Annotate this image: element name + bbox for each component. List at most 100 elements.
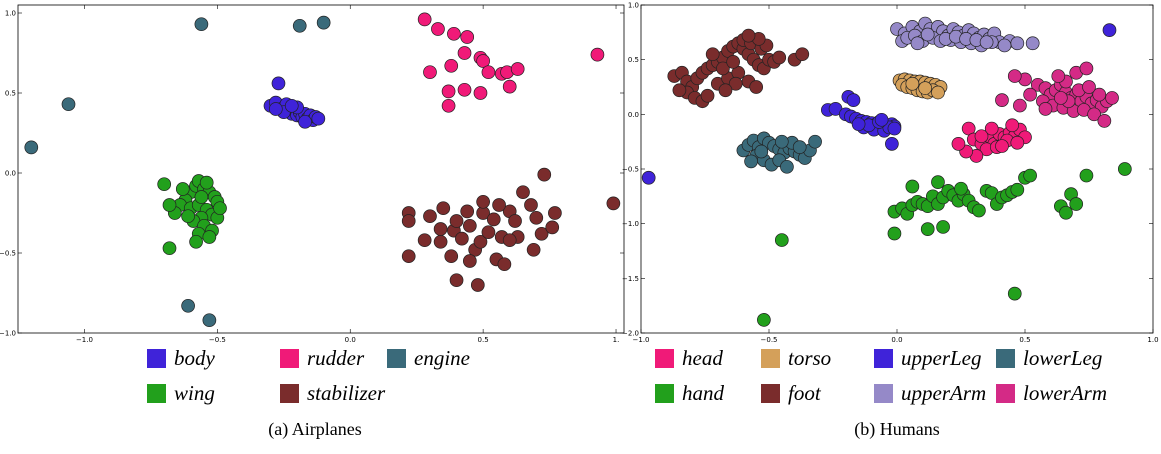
panel-caption: (b) Humans — [854, 419, 939, 440]
data-point-rudder — [457, 82, 472, 97]
data-point-upper-arm — [1010, 36, 1025, 51]
data-point-foot — [705, 47, 720, 62]
data-point-lower-arm — [1079, 61, 1094, 76]
data-point-hand — [1010, 182, 1025, 197]
y-tick-label: −1.0 — [0, 330, 16, 338]
x-tick-label: 0.0 — [345, 336, 356, 344]
data-point-rudder — [510, 62, 525, 76]
data-point-foot — [716, 61, 730, 76]
data-point-lower-arm — [1023, 87, 1037, 102]
data-point-rudder — [441, 84, 456, 99]
data-point-stabilizer — [606, 196, 621, 211]
y-tick-label: −0.5 — [622, 166, 639, 174]
data-point-foot — [772, 50, 787, 65]
data-point-lower-arm — [1082, 80, 1096, 94]
data-point-wing — [181, 209, 195, 224]
data-point-upper-arm — [997, 38, 1012, 53]
data-point-stabilizer — [502, 233, 517, 248]
y-tick-label: −1.0 — [622, 220, 639, 228]
data-point-hand — [1069, 197, 1084, 211]
data-point-lower-leg — [808, 134, 822, 149]
legend-label-head: head — [682, 346, 723, 370]
legend-label-rudder: rudder — [307, 346, 365, 370]
data-point-wing — [189, 234, 203, 249]
data-point-wing — [194, 190, 209, 204]
x-tick-label: 0.0 — [891, 336, 902, 344]
series-head — [951, 118, 1032, 163]
series-hand — [757, 162, 1132, 327]
data-point-rudder — [460, 30, 475, 44]
x-tick-label: 1. — [613, 336, 620, 344]
data-point-upper-leg — [641, 170, 656, 185]
data-point-stabilizer — [470, 278, 485, 292]
data-point-stabilizer — [433, 222, 448, 236]
data-point-rudder — [431, 22, 445, 36]
data-point-upper-leg — [851, 117, 866, 132]
data-point-head — [1010, 135, 1025, 150]
data-point-foot — [700, 88, 715, 103]
legend-swatch-lower-arm — [996, 384, 1015, 403]
data-point-wing — [199, 175, 214, 190]
data-point-hand — [1023, 168, 1037, 183]
data-point-stabilizer — [537, 167, 552, 182]
data-point-stabilizer — [476, 194, 490, 209]
data-point-hand — [972, 203, 986, 218]
data-point-rudder — [417, 12, 432, 27]
data-point-rudder — [473, 86, 488, 100]
data-point-foot — [718, 83, 733, 98]
x-tick-label: −1.0 — [76, 336, 93, 344]
data-point-lower-arm — [1053, 91, 1068, 105]
data-point-hand — [920, 222, 935, 236]
data-point-hand — [757, 313, 771, 327]
x-tick-label: −1.0 — [633, 336, 650, 344]
data-point-hand — [1117, 162, 1132, 176]
legend-swatch-upper-arm — [874, 384, 893, 403]
data-point-body — [298, 114, 312, 129]
data-point-hand — [905, 179, 920, 194]
data-point-hand — [887, 226, 902, 241]
data-point-stabilizer — [449, 214, 464, 228]
series-torso — [892, 72, 948, 100]
data-point-rudder — [502, 79, 517, 94]
data-point-upper-arm — [910, 36, 925, 51]
data-point-lower-arm — [1105, 91, 1119, 105]
data-point-wing — [162, 198, 177, 212]
data-point-foot — [728, 76, 743, 91]
legend: body rudder engine wing stabilizer — [147, 346, 470, 405]
data-point-lower-arm — [1038, 102, 1053, 116]
series-upper-leg — [641, 23, 1117, 185]
series-engine — [24, 15, 331, 328]
data-point-hand — [936, 220, 950, 234]
data-point-body — [268, 102, 283, 116]
data-point-lower-leg — [754, 144, 769, 159]
data-point-torso — [905, 76, 920, 91]
data-point-stabilizer — [497, 257, 512, 272]
legend-label-engine: engine — [414, 346, 470, 370]
y-tick-label: 1.0 — [5, 10, 16, 18]
y-tick-label: 0.5 — [5, 90, 16, 98]
data-point-rudder — [447, 26, 461, 41]
data-point-upper-leg — [1102, 23, 1117, 37]
data-point-foot — [672, 83, 687, 98]
series-lower-arm — [995, 61, 1119, 128]
x-tick-label: 1.0 — [1147, 336, 1158, 344]
data-point-hand — [954, 181, 968, 196]
data-point-lower-arm — [1092, 87, 1107, 102]
legend-swatch-stabilizer — [280, 384, 299, 403]
data-point-wing — [202, 230, 217, 244]
data-point-lower-leg — [744, 154, 758, 169]
data-point-engine — [61, 97, 76, 112]
legend-swatch-hand — [655, 384, 674, 403]
data-point-engine — [202, 313, 217, 328]
data-point-upper-arm — [979, 35, 994, 50]
data-point-stabilizer — [401, 214, 416, 228]
data-point-foot — [749, 80, 764, 94]
data-point-head — [995, 139, 1009, 153]
data-point-hand — [774, 233, 789, 247]
data-point-engine — [292, 18, 307, 33]
y-tick-label: 0.0 — [5, 170, 16, 178]
data-point-torso — [931, 85, 945, 100]
data-point-rudder — [481, 65, 496, 80]
legend-swatch-upper-leg — [874, 349, 893, 368]
data-point-stabilizer — [473, 234, 488, 249]
